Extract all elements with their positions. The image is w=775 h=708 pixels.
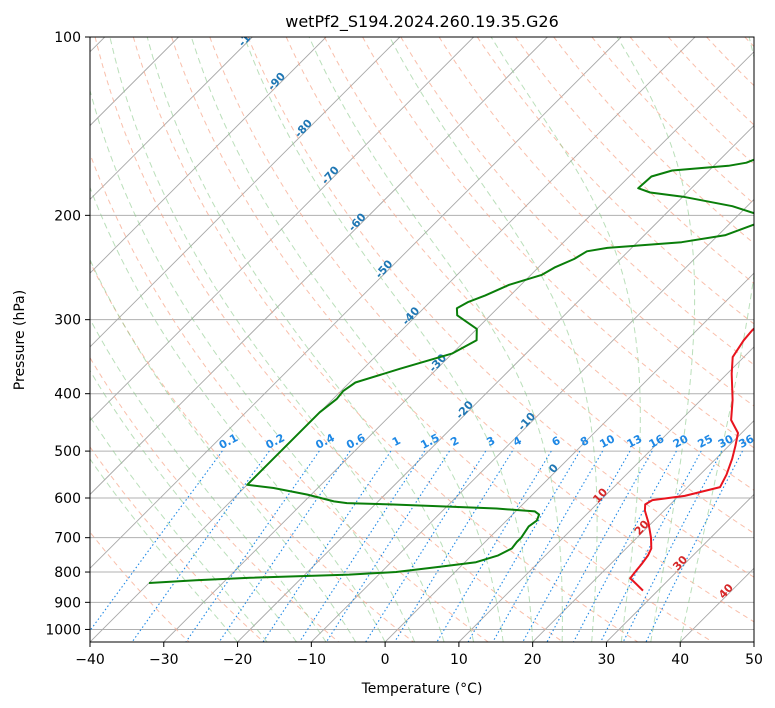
axis-tick-layer: −40 −30 −20 −10 0 10 20 30 40 50 100 200 300 400 500 60… [45,30,763,668]
mixing-ratio-line [522,450,631,642]
isotherm-line [90,37,696,642]
mixing-ratio-label: 16 [647,432,667,451]
mixing-ratio-line [90,450,223,632]
moist-adiabat-line [679,37,754,642]
isotherm-line [311,198,754,642]
y-tick-label: 100 [54,30,81,46]
moist-adiabat-line [90,415,268,642]
moist-adiabat-line [308,37,563,642]
dry-adiabat-line [90,446,265,642]
moist-adiabat-line [90,258,357,642]
dry-adiabat-line [247,37,754,578]
mixing-ratio-label: 30 [716,432,736,451]
profile-layer [148,158,754,592]
dewpoint-profile-line [148,158,754,584]
dry-adiabat-line [94,37,564,642]
x-tick-label: 0 [381,652,390,668]
moist-adiabat-line [90,88,416,642]
moist-adiabat-line [90,369,297,642]
mixing-ratio-line [299,450,426,642]
dry-adiabat-line [132,37,639,642]
mixing-ratio-line [622,450,723,642]
isotherm-line [90,37,253,200]
dry-adiabat-line [515,37,754,285]
x-tick-label: 50 [745,652,763,668]
y-tick-label: 400 [54,387,81,403]
mixing-ratio-line [546,450,653,642]
mixing-ratio-line [573,450,677,642]
moist-adiabat-line [190,37,504,642]
x-tick-label: 30 [598,652,616,668]
mixing-ratio-line [645,450,743,642]
dry-adiabat-line [476,37,754,325]
mixing-ratio-line [492,450,604,642]
dry-adiabat-line [629,37,754,165]
y-tick-label: 500 [54,444,81,460]
y-tick-label: 200 [54,208,81,224]
isotherm-line [90,37,327,274]
moist-adiabat-line [109,37,445,642]
x-tick-label: −30 [149,652,179,668]
isotherm-line [90,37,474,422]
mixing-ratio-line [218,450,351,642]
moist-adiabat-line [389,37,598,642]
y-tick-label: 600 [54,491,81,507]
x-tick-label: 10 [450,652,468,668]
x-axis-title: Temperature (°C) [361,681,483,697]
moist-adiabat-line [90,318,327,642]
y-axis-title: Pressure (hPa) [12,290,28,390]
dry-adiabat-line [171,37,713,642]
isotherm-line [90,37,401,348]
moist-adiabat-line [90,458,238,642]
mixing-ratio-label: 13 [625,432,645,451]
isotherm-line [237,124,754,642]
dry-adiabat-line [90,531,190,642]
isotherm-line [384,272,754,642]
mixing-ratio-label: 20 [671,432,691,451]
mixing-ratio-line [600,450,702,642]
chart-title: wetPf2_S194.2024.260.19.35.G26 [285,12,559,32]
isotherm-line [606,493,754,642]
dry-adiabat-line [591,37,754,205]
y-tick-label: 800 [54,565,81,581]
moist-adiabat-line [490,37,641,642]
dry-adiabat-line [400,37,754,407]
x-tick-label: −20 [223,652,253,668]
moist-adiabat-line [90,186,386,642]
dry-adiabat-line [209,37,754,623]
plot-frame [89,36,755,643]
temperature-profile-line [629,327,754,592]
dry-adiabat-line [90,260,414,642]
dry-adiabat-line [438,37,754,366]
moist-adiabat-line [243,37,534,642]
y-tick-label: 900 [54,595,81,611]
x-tick-label: 20 [524,652,542,668]
mixing-ratio-line [185,450,320,642]
mixing-ratio-line [394,450,513,642]
moist-adiabat-line [146,37,475,642]
mixing-ratio-label: 36 [737,432,757,451]
x-tick-label: −10 [297,652,327,668]
mixing-ratio-label: 25 [695,432,715,451]
x-tick-label: 40 [671,652,689,668]
isotherm-line [90,37,622,569]
y-tick-label: 700 [54,531,81,547]
isotherm-line [163,51,754,642]
background-line-layer [90,37,754,642]
y-tick-label: 1000 [45,622,81,638]
moist-adiabat-line [616,37,696,642]
isotherm-line [90,37,548,496]
mixing-ratio-label: 10 [597,432,617,451]
y-tick-label: 300 [54,313,81,329]
mixing-ratio-line [262,450,392,642]
dry-adiabat-line [362,37,754,449]
x-tick-label: −40 [75,652,105,668]
